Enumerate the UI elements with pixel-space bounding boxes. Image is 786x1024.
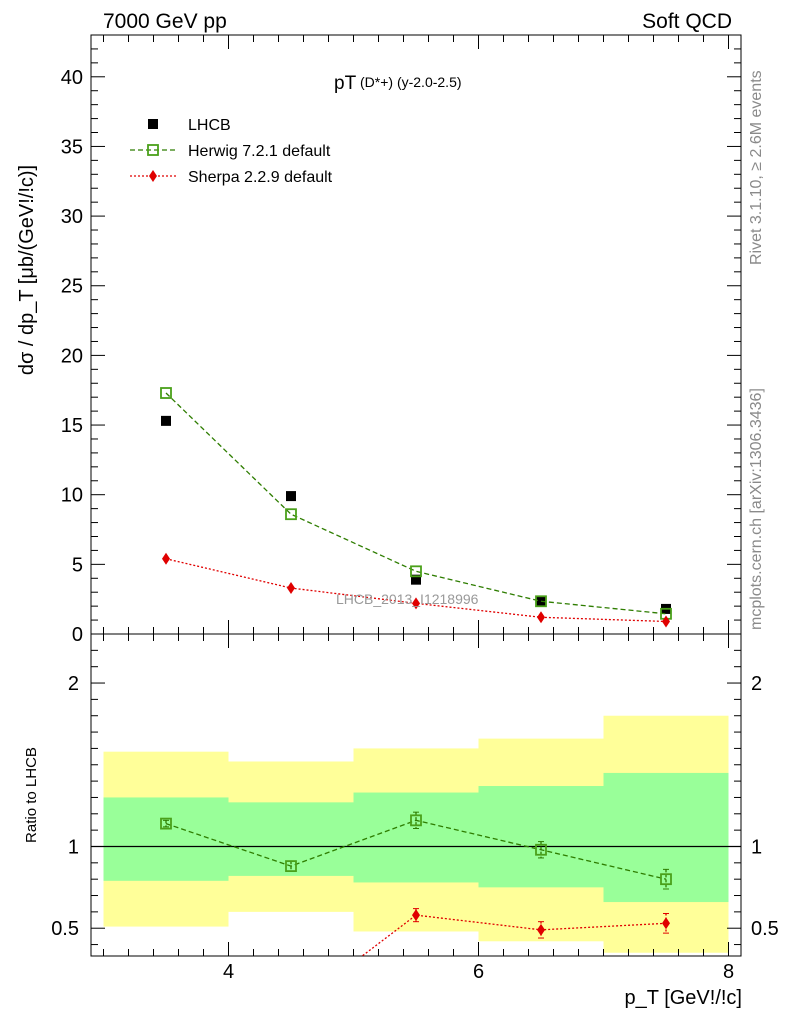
- ratio-y-label: Ratio to LHCB: [23, 747, 40, 843]
- data-point: [286, 491, 296, 502]
- y-tick-label: 0: [72, 624, 83, 646]
- ratio-frame: [90, 633, 742, 957]
- uncertainty-band-inner: [228, 802, 354, 876]
- legend-marker: [149, 170, 157, 182]
- ratio-series-0: [160, 811, 672, 890]
- uncertainty-band-inner: [478, 786, 604, 888]
- data-point: [412, 597, 420, 610]
- series-line: [165, 392, 667, 615]
- ratio-y-tick-label: 0.5: [51, 918, 79, 940]
- legend: LHCB Herwig 7.2.1 default Sherpa 2.2.9 def…: [130, 117, 333, 186]
- data-point: [285, 508, 297, 521]
- ratio-point: [410, 814, 422, 827]
- y-tick-label: 20: [61, 345, 83, 367]
- y-tick-label: 15: [61, 415, 83, 437]
- data-point: [410, 565, 422, 578]
- ratio-point: [660, 873, 672, 886]
- ratio-y-tick-label-right: 1: [751, 836, 762, 858]
- data-point: [411, 574, 421, 585]
- data-point: [535, 595, 547, 608]
- watermark: LHCB_2013_I1218996: [336, 591, 479, 607]
- main-panel: 0 5 10 15 20 25 30 35 40: [61, 34, 742, 646]
- ratio-point: [160, 817, 172, 830]
- ratio-y-tick-label-right: 0.5: [751, 918, 779, 940]
- mcplots-label: mcplots.cern.ch [arXiv:1306.3436]: [748, 388, 765, 630]
- data-point: [536, 595, 546, 606]
- x-tick-label: 6: [473, 961, 484, 983]
- data-point: [287, 582, 295, 595]
- rivet-label: Rivet 3.1.10, ≥ 2.6M events: [748, 70, 765, 265]
- series-0: [161, 415, 671, 614]
- y-tick-label: 30: [61, 206, 83, 228]
- x-tick-label: 4: [223, 961, 234, 983]
- ratio-y-tick-label: 2: [68, 673, 79, 695]
- series-2: [162, 552, 670, 628]
- data-point: [161, 415, 171, 426]
- ratio-point: [287, 1004, 295, 1016]
- ratio-panel: 0.5 0.5 1 1 2 2 4 6 8: [51, 633, 779, 1016]
- y-tick-label: 25: [61, 276, 83, 298]
- chart-title-sub: (D*+) (y-2.0-2.5): [360, 74, 462, 90]
- legend-label: Herwig 7.2.1 default: [188, 143, 331, 160]
- legend-marker: [147, 144, 159, 156]
- series-1: [160, 387, 672, 620]
- ratio-point: [412, 909, 420, 922]
- legend-marker: [148, 119, 158, 129]
- data-point: [160, 387, 172, 399]
- data-point: [662, 615, 670, 628]
- data-point: [537, 611, 545, 624]
- y-axis-label: dσ / dp_T [μb/(GeV!/!c)]: [16, 165, 38, 375]
- x-axis-label: p_T [GeV!/!c]: [625, 987, 742, 1009]
- x-tick-label: 8: [723, 961, 734, 983]
- ratio-y-tick-label: 1: [68, 836, 79, 858]
- ratio-point: [662, 917, 670, 930]
- y-tick-label: 35: [61, 136, 83, 158]
- ratio-line: [165, 819, 667, 880]
- ratio-series-1: [162, 908, 670, 1016]
- y-tick-label: 5: [72, 554, 83, 576]
- ratio-point: [537, 923, 545, 936]
- chart-title-main: pT: [334, 73, 357, 94]
- header-left: 7000 GeV pp: [103, 10, 227, 33]
- data-point: [162, 552, 170, 565]
- ratio-point: [162, 988, 170, 1000]
- uncertainty-band-inner: [103, 797, 229, 881]
- series-line: [165, 558, 667, 623]
- legend-label: LHCB: [188, 117, 231, 134]
- ratio-point: [535, 843, 547, 856]
- header-right: Soft QCD: [642, 10, 732, 33]
- legend-label: Sherpa 2.2.9 default: [188, 169, 333, 186]
- uncertainty-band-inner: [603, 772, 729, 903]
- y-tick-label: 40: [61, 67, 83, 89]
- y-tick-label: 10: [61, 485, 83, 507]
- ratio-y-tick-label-right: 2: [751, 673, 762, 695]
- uncertainty-band-inner: [353, 792, 479, 883]
- ratio-point: [285, 860, 297, 873]
